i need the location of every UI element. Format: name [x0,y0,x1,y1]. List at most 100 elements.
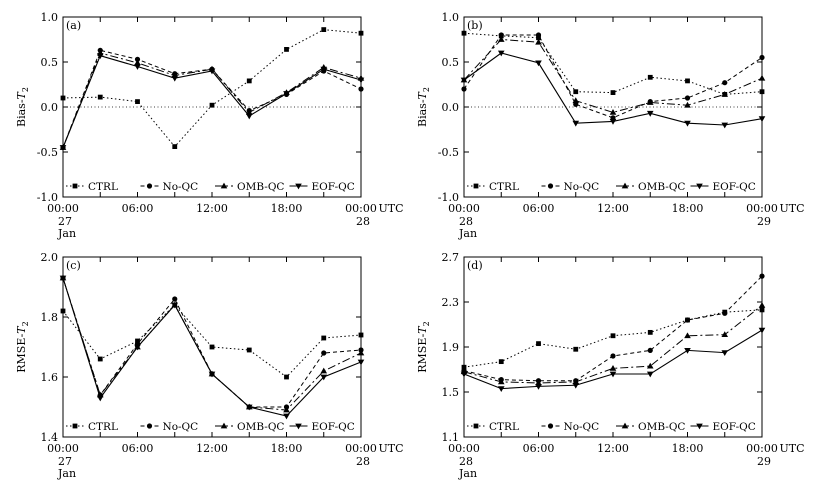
data-point [535,32,542,38]
legend-marker [295,423,302,430]
data-point [610,90,616,95]
data-point [60,308,66,314]
x-tick-label: 12:00 [597,442,629,455]
data-point [358,30,364,36]
data-point [497,378,505,385]
data-point [758,74,766,81]
data-point [357,349,365,356]
legend-label: EOF-QC [713,181,756,193]
data-point [96,395,104,402]
data-point [721,331,729,338]
series-ctrl [60,302,364,380]
plot-frame [463,256,763,438]
x-tick-label: 00:00 [345,442,377,455]
data-point [536,341,541,347]
data-point [321,350,327,356]
legend-label: No-QC [564,421,600,433]
data-point [759,273,765,279]
data-point [721,91,729,97]
series-eof-qc [59,275,365,420]
x-end-date-label: 28 [356,215,370,228]
data-point [283,91,290,97]
series-omb-qc [460,36,766,115]
y-axis-label-text: Bias- [416,99,429,127]
x-start-date-label: Jan [57,227,76,240]
legend: CTRL No-QC OMB-QC EOF-QC [66,181,355,193]
data-point [572,120,580,127]
legend-marker [72,183,78,189]
data-point [722,310,728,316]
data-point [97,356,103,362]
x-start-date-label: 27 [58,215,72,228]
y-tick-label: -1.0 [438,191,459,204]
data-point [357,77,365,84]
series-eof-qc [460,327,766,393]
data-point [135,338,140,344]
y-axis-label: RMSE-T2 [15,321,30,372]
legend-label: EOF-QC [312,421,355,433]
y-axis-label: Bias-T2 [416,87,431,127]
y-axis-label-subscript: 2 [422,321,431,326]
series-line [463,34,763,119]
data-point [684,101,691,108]
chart-panel-4: 1.1 1.5 1.9 2.3 2.7 00:00 06:00 12:00 18:00 00:00… [416,251,805,480]
legend-marker [696,423,703,430]
data-point [497,386,505,393]
legend-marker [473,183,479,189]
legend-marker [146,183,153,189]
legend-label: No-QC [163,181,199,193]
data-point [461,30,467,36]
y-axis-label-text: RMSE- [15,333,28,372]
x-tick-label: 18:00 [672,202,704,215]
y-tick-label: 1.0 [41,11,59,24]
x-axis-utc-label: UTC [779,442,804,455]
data-point [208,371,216,378]
chart-panel-3: 1.41.61.82.000:00 06:00 12:00 18:00 00:00 UTC… [15,251,404,480]
series-line [62,49,362,148]
data-point [498,32,504,38]
legend-label: CTRL [88,181,118,193]
data-point [358,332,364,338]
y-axis-label-subscript: 2 [21,87,30,92]
data-point [246,347,252,353]
x-axis-utc-label: UTC [378,442,403,455]
data-point [320,374,328,381]
panel-label: (a) [66,19,81,32]
y-axis-label-subscript: 2 [21,321,30,326]
data-point [320,367,328,374]
data-point [646,362,654,369]
x-tick-label: 00:00 [47,442,79,455]
series-no-qc [60,47,364,151]
y-axis-label-text: Bias- [15,99,28,127]
x-tick-label: 06:00 [523,202,555,215]
data-point [573,346,579,352]
legend-marker [696,183,703,190]
data-point [461,86,467,92]
data-point [684,332,691,339]
legend-marker [547,423,554,429]
legend-marker [473,423,479,429]
y-tick-label: 1.4 [41,431,59,444]
y-axis-label: RMSE-T2 [416,321,431,372]
data-point [284,374,289,380]
data-point [497,50,505,57]
data-point [59,275,67,282]
x-tick-label: 00:00 [448,202,480,215]
legend-marker [547,183,554,189]
legend-label: OMB-QC [638,421,685,433]
data-point [759,89,765,95]
data-point [245,404,253,411]
y-tick-label: 1.9 [442,341,460,354]
data-point [358,86,364,92]
series-ctrl [60,27,364,149]
legend-marker [146,423,153,429]
legend: CTRL No-QC OMB-QC EOF-QC [66,421,355,433]
series-eof-qc [460,50,766,129]
data-point [283,406,290,413]
data-point [460,371,468,378]
legend: CTRL No-QC OMB-QC EOF-QC [467,181,756,193]
x-tick-label: 06:00 [523,442,555,455]
data-point [646,99,654,105]
data-point [572,378,580,385]
x-start-date-label: Jan [458,467,477,480]
